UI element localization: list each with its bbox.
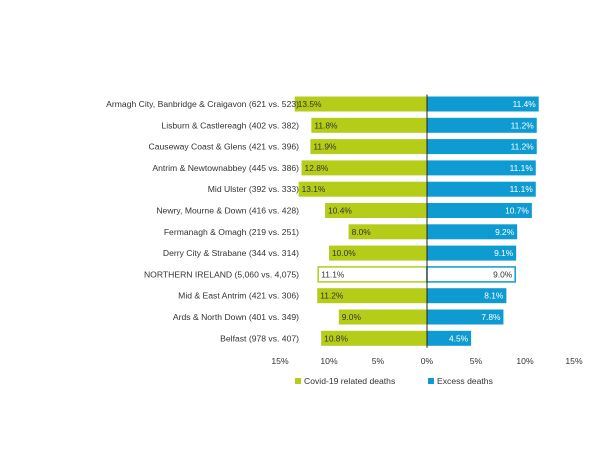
category-label: Lisburn & Castlereagh (402 vs. 382) (161, 120, 299, 130)
covid-value-label: 11.8% (314, 120, 338, 130)
legend-label: Excess deaths (437, 376, 493, 386)
excess-value-label: 11.1% (510, 184, 534, 194)
covid-value-label: 11.2% (320, 291, 344, 301)
covid-bar (348, 224, 427, 240)
covid-bar (321, 330, 427, 346)
excess-value-label: 7.8% (481, 312, 501, 322)
excess-bar (427, 288, 507, 304)
category-label: Causeway Coast & Glens (421 vs. 396) (149, 142, 300, 152)
excess-value-label: 10.7% (505, 206, 529, 216)
category-label: Belfast (978 vs. 407) (220, 333, 299, 343)
excess-value-label: 11.2% (511, 142, 535, 152)
x-tick-label: 0% (421, 356, 434, 366)
excess-value-label: 9.1% (494, 248, 514, 258)
category-label: Newry, Mourne & Down (416 vs. 428) (156, 206, 299, 216)
legend-label: Covid-19 related deaths (304, 376, 395, 386)
category-label: Ards & North Down (401 vs. 349) (173, 312, 299, 322)
x-tick-label: 5% (470, 356, 483, 366)
covid-value-label: 10.8% (324, 333, 348, 343)
excess-bar (427, 181, 536, 197)
excess-bar (427, 203, 532, 218)
category-label: Mid Ulster (392 vs. 333) (208, 184, 299, 194)
excess-bar (427, 309, 504, 325)
excess-bar (427, 245, 517, 261)
covid-bar (311, 117, 427, 133)
x-tick-label: 5% (372, 356, 385, 366)
x-tick-label: 10% (320, 356, 338, 366)
category-label: Fermanagh & Omagh (219 vs. 251) (164, 227, 299, 237)
legend-swatch (295, 378, 301, 384)
excess-value-label: 11.2% (511, 120, 535, 130)
x-tick-label: 15% (565, 356, 583, 366)
covid-value-label: 12.8% (305, 163, 329, 173)
covid-value-label: 13.5% (298, 99, 322, 109)
covid-value-label: 11.9% (313, 142, 337, 152)
excess-bar (427, 224, 518, 240)
covid-value-label: 8.0% (352, 227, 372, 237)
category-label: Antrim & Newtownabbey (445 vs. 386) (152, 163, 299, 173)
category-label: Derry City & Strabane (344 vs. 314) (163, 248, 299, 258)
covid-bar (301, 160, 427, 176)
category-label: Armagh City, Banbridge & Craigavon (621 … (106, 99, 299, 109)
covid-bar (310, 139, 427, 155)
excess-value-label: 4.5% (449, 333, 469, 343)
covid-bar (317, 288, 427, 304)
covid-bar (294, 96, 427, 112)
covid-value-label: 10.0% (332, 248, 356, 258)
excess-bar (427, 117, 537, 133)
excess-bar (427, 139, 537, 155)
excess-bar (427, 96, 539, 112)
covid-value-label: 11.1% (321, 269, 345, 279)
excess-bar (427, 160, 536, 176)
x-tick-label: 10% (516, 356, 534, 366)
covid-bar (325, 203, 427, 218)
covid-bar (298, 181, 427, 197)
covid-value-label: 13.1% (302, 184, 326, 194)
legend: Covid-19 related deaths Excess deaths (295, 376, 493, 386)
excess-value-label: 9.0% (493, 269, 513, 279)
bars-group (294, 96, 539, 346)
excess-value-label: 8.1% (484, 291, 504, 301)
excess-value-label: 9.2% (495, 227, 515, 237)
covid-value-label: 10.4% (328, 206, 352, 216)
excess-bar (427, 330, 472, 346)
excess-value-label: 11.1% (510, 163, 534, 173)
x-tick-label: 15% (271, 356, 289, 366)
category-label: NORTHERN IRELAND (5,060 vs. 4,075) (144, 269, 299, 279)
covid-bar (329, 245, 427, 261)
category-label: Mid & East Antrim (421 vs. 306) (178, 291, 299, 301)
labels-group: Armagh City, Banbridge & Craigavon (621 … (106, 99, 536, 343)
excess-value-label: 11.4% (513, 99, 537, 109)
covid-value-label: 9.0% (342, 312, 362, 322)
covid-bar (338, 309, 427, 325)
x-axis-ticks: 15% 10% 5% 0% 5% 10% 15% (271, 356, 583, 366)
legend-swatch (428, 378, 434, 384)
